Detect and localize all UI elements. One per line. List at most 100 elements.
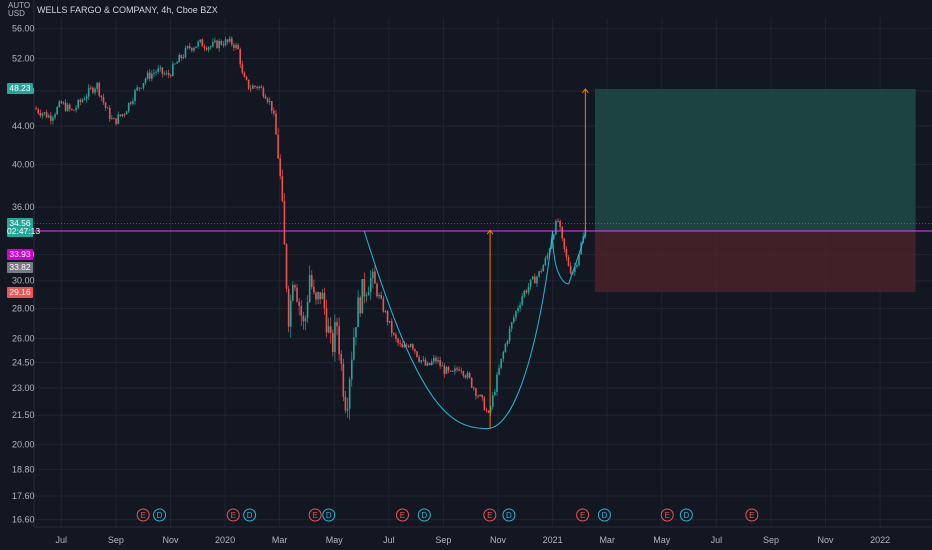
- candle-body: [151, 73, 153, 79]
- candle-body: [355, 327, 357, 337]
- candle-body: [75, 107, 77, 110]
- loss-zone[interactable]: [594, 230, 916, 293]
- candle-body: [140, 87, 143, 89]
- candle-body: [96, 82, 98, 89]
- price-tick-label: 24.50: [12, 357, 35, 367]
- candle-body: [241, 64, 244, 73]
- event-letter: D: [247, 511, 253, 520]
- candle-body: [340, 353, 343, 364]
- candle-body: [235, 44, 237, 48]
- time-tick-label: Jul: [56, 535, 68, 545]
- candle-body: [348, 379, 351, 409]
- price-tick-label: 16.60: [12, 515, 35, 525]
- dividend-event-icon[interactable]: D: [597, 508, 611, 522]
- candle-body: [336, 322, 338, 327]
- price-tick-label: 17.60: [12, 491, 35, 501]
- candle-body: [273, 110, 275, 114]
- candle-body: [58, 101, 61, 108]
- candle-body: [485, 410, 488, 411]
- candle-body: [226, 39, 229, 42]
- earnings-event-icon[interactable]: E: [576, 508, 590, 522]
- candle-body: [445, 366, 448, 374]
- earnings-event-icon[interactable]: E: [483, 508, 497, 522]
- time-tick-label: 2021: [543, 535, 563, 545]
- candle-body: [87, 87, 90, 97]
- earnings-event-icon[interactable]: E: [395, 508, 409, 522]
- candle-body: [321, 292, 324, 299]
- candle-body: [487, 410, 490, 413]
- earnings-event-icon[interactable]: E: [660, 508, 674, 522]
- candle-body: [334, 322, 336, 352]
- candle-body: [247, 79, 250, 89]
- candle-body: [277, 134, 279, 159]
- candle-body: [121, 114, 124, 116]
- candle-body: [319, 292, 321, 299]
- candle-body: [279, 158, 282, 176]
- time-tick-label: Jul: [383, 535, 395, 545]
- candle-body: [260, 86, 263, 88]
- candle-body: [576, 265, 578, 267]
- candle-body: [157, 68, 159, 72]
- dividend-event-icon[interactable]: D: [243, 508, 257, 522]
- candle-body: [111, 118, 113, 120]
- candle-body: [237, 44, 239, 50]
- candle-body: [458, 369, 460, 371]
- earnings-event-icon[interactable]: E: [136, 508, 150, 522]
- candle-body: [443, 365, 446, 374]
- earnings-event-icon[interactable]: E: [745, 508, 759, 522]
- price-tick-label: 52.00: [12, 54, 35, 64]
- candle-body: [508, 328, 511, 341]
- candle-body: [477, 395, 479, 397]
- dividend-event-icon[interactable]: D: [502, 508, 516, 522]
- time-tick-label: Jul: [711, 535, 723, 545]
- price-tick-label: 28.00: [12, 304, 35, 314]
- dividend-event-icon[interactable]: D: [417, 508, 431, 522]
- handle-curve[interactable]: [552, 230, 586, 285]
- candle-body: [338, 326, 340, 354]
- candle-body: [424, 359, 427, 366]
- price-tag: 34.56: [7, 218, 33, 230]
- candle-body: [437, 360, 439, 362]
- candle-body: [212, 42, 214, 47]
- candle-body: [559, 221, 561, 227]
- earnings-event-icon[interactable]: E: [226, 508, 240, 522]
- event-letter: D: [326, 511, 332, 520]
- candle-body: [456, 368, 458, 370]
- candle-body: [451, 371, 454, 372]
- candle-body: [376, 283, 378, 297]
- candle-body: [542, 265, 545, 272]
- candle-body: [136, 87, 138, 91]
- candle-body: [544, 258, 547, 266]
- time-axis[interactable]: Jul Sep Nov 2020 Mar May Jul Sep Nov 2021 Mar May Ju…: [56, 535, 891, 545]
- earnings-event-icon[interactable]: E: [308, 508, 322, 522]
- dividend-event-icon[interactable]: D: [153, 508, 167, 522]
- candle-body: [483, 397, 486, 411]
- candle-body: [56, 107, 58, 115]
- cup-curve[interactable]: [363, 230, 554, 430]
- time-axis-panel[interactable]: [0, 527, 932, 550]
- candle-body: [350, 359, 353, 380]
- candle-body: [361, 278, 364, 314]
- candle-body: [165, 73, 168, 74]
- price-tag: 33.93: [7, 249, 33, 261]
- candle-body: [262, 87, 265, 97]
- candle-body: [546, 255, 549, 259]
- candle-body: [538, 271, 540, 277]
- scale-mode-label[interactable]: AUTO: [8, 1, 31, 10]
- candle-body: [363, 278, 366, 297]
- candle-body: [146, 72, 149, 79]
- dividend-event-icon[interactable]: D: [679, 508, 693, 522]
- time-tick-label: May: [653, 535, 671, 545]
- profit-zone[interactable]: [594, 88, 916, 231]
- dividend-event-icon[interactable]: D: [322, 508, 336, 522]
- candle-body: [409, 344, 412, 347]
- candle-body: [231, 38, 233, 45]
- candle-body: [466, 373, 469, 378]
- candle-body: [416, 351, 418, 358]
- candle-body: [346, 408, 349, 411]
- candle-body: [73, 109, 75, 111]
- candle-body: [220, 40, 223, 45]
- candle-body: [216, 40, 218, 49]
- candle-body: [382, 298, 385, 312]
